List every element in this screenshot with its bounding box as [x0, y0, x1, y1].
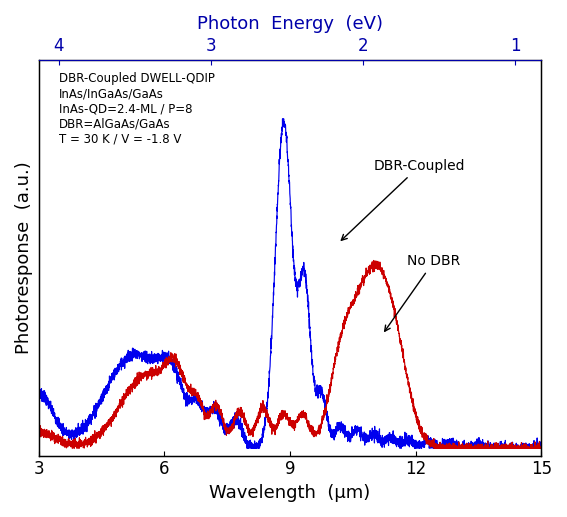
Text: DBR-Coupled: DBR-Coupled — [341, 159, 466, 240]
Text: DBR-Coupled DWELL-QDIP
InAs/InGaAs/GaAs
InAs-QD=2.4-ML / P=8
DBR=AlGaAs/GaAs
T =: DBR-Coupled DWELL-QDIP InAs/InGaAs/GaAs … — [58, 72, 214, 145]
X-axis label: Wavelength  (μm): Wavelength (μm) — [209, 484, 371, 502]
X-axis label: Photon  Energy  (eV): Photon Energy (eV) — [197, 15, 383, 33]
Y-axis label: Photoresponse  (a.u.): Photoresponse (a.u.) — [15, 161, 33, 354]
Text: No DBR: No DBR — [384, 254, 460, 331]
